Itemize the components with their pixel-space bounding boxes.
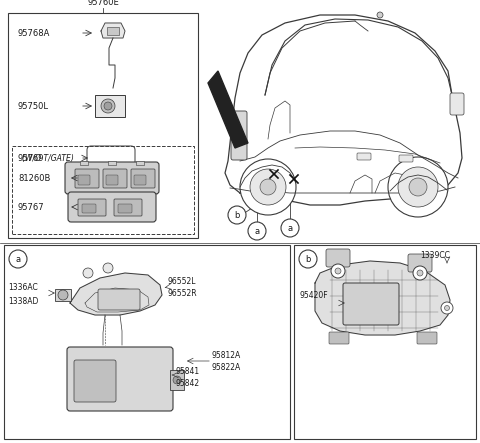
Text: 96552R: 96552R xyxy=(168,288,198,298)
Circle shape xyxy=(281,219,299,237)
Text: 95768A: 95768A xyxy=(18,28,50,38)
Circle shape xyxy=(104,102,112,110)
Circle shape xyxy=(83,268,93,278)
Bar xyxy=(136,161,144,165)
Circle shape xyxy=(409,178,427,196)
FancyBboxPatch shape xyxy=(74,360,116,402)
Circle shape xyxy=(103,263,113,273)
FancyBboxPatch shape xyxy=(417,332,437,344)
Bar xyxy=(80,161,88,165)
FancyBboxPatch shape xyxy=(67,347,173,411)
Circle shape xyxy=(444,306,449,311)
FancyBboxPatch shape xyxy=(98,289,140,310)
Text: 96552L: 96552L xyxy=(168,276,196,285)
FancyBboxPatch shape xyxy=(65,162,159,194)
Bar xyxy=(4,245,290,439)
Text: 95769: 95769 xyxy=(18,154,45,163)
FancyBboxPatch shape xyxy=(114,199,142,216)
Text: a: a xyxy=(288,224,293,233)
Text: 95767: 95767 xyxy=(18,202,45,211)
Bar xyxy=(294,245,476,439)
Circle shape xyxy=(101,99,115,113)
Text: 95760E: 95760E xyxy=(87,0,119,7)
Polygon shape xyxy=(101,23,125,38)
Text: a: a xyxy=(254,226,260,236)
Bar xyxy=(12,146,194,234)
Text: 95420F: 95420F xyxy=(300,291,329,299)
FancyBboxPatch shape xyxy=(118,204,132,213)
Polygon shape xyxy=(70,273,162,315)
Circle shape xyxy=(58,290,68,300)
Text: (W/O T/GATE): (W/O T/GATE) xyxy=(22,154,74,163)
FancyBboxPatch shape xyxy=(75,169,99,188)
Bar xyxy=(55,289,71,301)
Text: 95750L: 95750L xyxy=(18,101,49,110)
Text: 95812A: 95812A xyxy=(212,350,241,360)
Circle shape xyxy=(299,250,317,268)
Text: b: b xyxy=(234,210,240,219)
FancyBboxPatch shape xyxy=(329,332,349,344)
Text: 1338AD: 1338AD xyxy=(8,296,38,306)
Circle shape xyxy=(260,179,276,195)
FancyBboxPatch shape xyxy=(78,175,90,185)
FancyBboxPatch shape xyxy=(68,192,156,222)
Bar xyxy=(108,161,116,165)
FancyBboxPatch shape xyxy=(357,153,371,160)
Circle shape xyxy=(9,250,27,268)
Polygon shape xyxy=(225,15,462,205)
Circle shape xyxy=(413,266,427,280)
Circle shape xyxy=(377,12,383,18)
Text: 95841: 95841 xyxy=(175,366,199,376)
Circle shape xyxy=(331,264,345,278)
Bar xyxy=(107,27,119,35)
FancyBboxPatch shape xyxy=(78,199,106,216)
FancyBboxPatch shape xyxy=(408,254,432,272)
FancyBboxPatch shape xyxy=(82,204,96,213)
Bar xyxy=(170,370,184,390)
Polygon shape xyxy=(315,261,450,335)
FancyBboxPatch shape xyxy=(231,111,247,160)
Circle shape xyxy=(335,268,341,274)
Circle shape xyxy=(240,159,296,215)
FancyBboxPatch shape xyxy=(106,175,118,185)
Text: 81260B: 81260B xyxy=(18,174,50,183)
Text: 95822A: 95822A xyxy=(212,362,241,372)
FancyBboxPatch shape xyxy=(450,93,464,115)
FancyBboxPatch shape xyxy=(134,175,146,185)
Bar xyxy=(95,95,125,117)
Text: b: b xyxy=(305,254,311,264)
Circle shape xyxy=(417,270,423,276)
Circle shape xyxy=(250,169,286,205)
Circle shape xyxy=(441,302,453,314)
Circle shape xyxy=(398,167,438,207)
Bar xyxy=(8,13,198,238)
Circle shape xyxy=(248,222,266,240)
Polygon shape xyxy=(208,71,248,148)
FancyBboxPatch shape xyxy=(326,249,350,267)
Circle shape xyxy=(388,157,448,217)
Text: 1339CC: 1339CC xyxy=(420,250,450,260)
Text: 1336AC: 1336AC xyxy=(8,284,38,292)
FancyBboxPatch shape xyxy=(103,169,127,188)
Text: 95842: 95842 xyxy=(175,378,199,388)
FancyBboxPatch shape xyxy=(343,283,399,325)
FancyBboxPatch shape xyxy=(399,155,413,162)
Circle shape xyxy=(173,376,181,384)
Circle shape xyxy=(228,206,246,224)
FancyBboxPatch shape xyxy=(131,169,155,188)
Text: a: a xyxy=(15,254,21,264)
